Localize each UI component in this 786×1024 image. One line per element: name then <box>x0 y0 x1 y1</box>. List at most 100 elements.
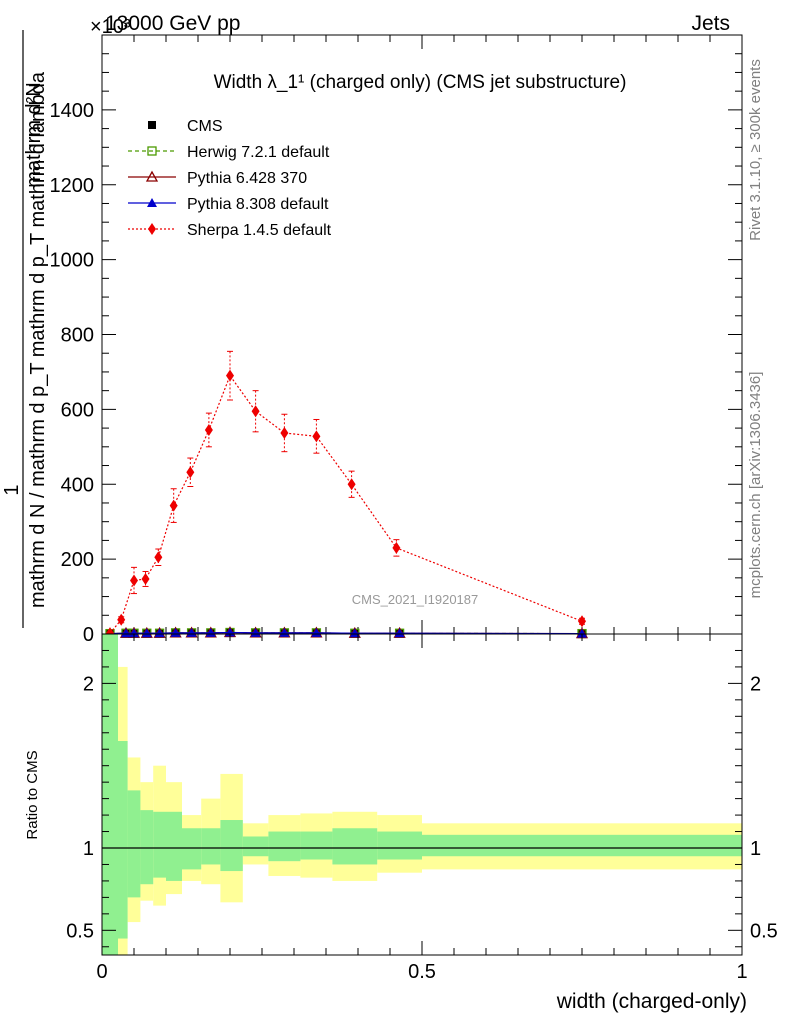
ratio-inner-band <box>166 811 182 881</box>
data-point <box>205 627 216 637</box>
data-point <box>129 628 139 638</box>
ratio-plot-frame <box>101 633 743 956</box>
data-point <box>394 628 405 638</box>
main-y-tick-label: 1400 <box>50 100 95 122</box>
ratio-inner-band <box>182 828 202 870</box>
ratio-inner-band <box>332 828 378 865</box>
ratio-y-tick-label-left: 1 <box>83 838 94 860</box>
rivet-label: Rivet 3.1.10, ≥ 300k events <box>747 59 764 241</box>
legend-marker <box>147 146 157 156</box>
ratio-inner-band <box>242 836 269 857</box>
main-y-tick-label: 0 <box>83 624 94 646</box>
legend-label: Sherpa 1.4.5 default <box>187 222 332 239</box>
main-y-tick-label: 400 <box>61 474 94 496</box>
x-tick-label: 0 <box>96 961 107 983</box>
data-point <box>312 430 321 443</box>
data-point <box>154 628 165 638</box>
legend: CMS Herwig 7.2.1 default Pythia 6.428 370 P… <box>128 118 332 239</box>
series-line <box>109 374 583 634</box>
data-point <box>141 572 150 585</box>
mcplots-label: mcplots.cern.ch [arXiv:1306.3436] <box>747 372 764 599</box>
legend-label: CMS <box>187 118 223 135</box>
x-axis-label: width (charged-only) <box>556 990 747 1013</box>
legend-marker <box>148 121 156 129</box>
ratio-inner-band <box>102 634 118 955</box>
exponent-label: ×10³ <box>90 16 131 38</box>
legend-label: Herwig 7.2.1 default <box>187 144 330 161</box>
legend-label: Pythia 6.428 370 <box>187 170 307 187</box>
ratio-inner-band <box>201 828 221 865</box>
ratio-y-tick-label-right: 2 <box>750 673 761 695</box>
ratio-inner-band <box>268 831 301 862</box>
ratio-inner-band <box>140 810 154 885</box>
ratio-y-tick-label-right: 1 <box>750 838 761 860</box>
data-point <box>347 478 356 491</box>
legend-marker <box>148 223 156 235</box>
main-y-tick-label: 200 <box>61 549 94 571</box>
ratio-inner-band <box>127 790 141 898</box>
ylabel-denominator: mathrm d N / mathrm d p_T mathrm d p_T m… <box>27 71 49 608</box>
ratio-y-axis-label: Ratio to CMS <box>24 750 41 839</box>
ratio-inner-band <box>118 741 128 939</box>
legend-entry: Pythia 8.308 default <box>128 196 329 213</box>
x-tick-label: 1 <box>736 961 747 983</box>
data-point <box>204 423 213 436</box>
main-y-tick-label: 800 <box>61 325 94 347</box>
ratio-inner-band <box>153 811 166 878</box>
data-point <box>279 627 290 637</box>
ylabel-prefix: 1 <box>1 484 23 495</box>
ratio-inner-band <box>377 831 422 860</box>
ratio-inner-band <box>300 831 333 860</box>
legend-marker <box>147 198 157 207</box>
main-y-axis-label: 1 mathrm d²N mathrm d N / mathrm d p_T m… <box>1 30 49 628</box>
ratio-layer <box>102 634 742 955</box>
x-tick-labels: 0 0.5 1 <box>96 961 747 983</box>
series-layer <box>103 350 589 640</box>
main-y-tick-label: 1000 <box>50 250 95 272</box>
plot-title: Width λ_1¹ (charged only) (CMS jet subst… <box>214 72 627 93</box>
main-y-tick-label: 600 <box>61 399 94 421</box>
ratio-inner-band <box>422 834 742 857</box>
legend-entry: CMS <box>148 118 223 135</box>
ratio-y-tick-label-left: 2 <box>83 673 94 695</box>
data-point <box>186 466 195 479</box>
ylabel-numerator: mathrm d²N <box>23 82 45 188</box>
analysis-watermark: CMS_2021_I1920187 <box>352 592 479 607</box>
data-point <box>349 628 360 638</box>
ratio-inner-band <box>220 820 243 872</box>
data-point <box>186 627 197 637</box>
category-label: Jets <box>691 12 730 35</box>
data-point <box>226 369 234 382</box>
data-point <box>577 628 587 638</box>
data-point <box>130 574 138 587</box>
data-point <box>141 628 152 638</box>
data-point <box>578 615 586 628</box>
data-point <box>169 499 178 512</box>
series-line <box>109 631 583 635</box>
ratio-y-tick-labels: 0.5 0.5 1 1 2 2 <box>66 673 778 942</box>
data-point <box>250 627 261 637</box>
data-point <box>311 627 322 637</box>
data-point <box>170 627 181 637</box>
energy-label: 13000 GeV pp <box>105 12 240 35</box>
series-4 <box>106 350 586 640</box>
data-point <box>280 426 289 439</box>
data-point <box>117 613 126 626</box>
main-y-tick-label: 1200 <box>50 175 95 197</box>
series-3 <box>105 627 587 638</box>
legend-entry: Pythia 6.428 370 <box>128 170 307 187</box>
x-tick-label: 0.5 <box>408 961 436 983</box>
legend-entry: Herwig 7.2.1 default <box>128 144 330 161</box>
data-point <box>392 541 401 554</box>
legend-entry: Sherpa 1.4.5 default <box>128 222 332 239</box>
data-point <box>154 551 163 564</box>
ratio-y-tick-label-left: 0.5 <box>66 920 94 942</box>
data-point <box>251 405 260 418</box>
ratio-y-tick-label-right: 0.5 <box>750 920 778 942</box>
data-point <box>121 628 131 638</box>
main-y-tick-labels: 0 200 400 600 800 1000 1200 1400 <box>50 100 95 646</box>
ratio-axis-ticks <box>101 634 743 955</box>
legend-marker <box>145 170 159 182</box>
legend-label: Pythia 8.308 default <box>187 196 329 213</box>
